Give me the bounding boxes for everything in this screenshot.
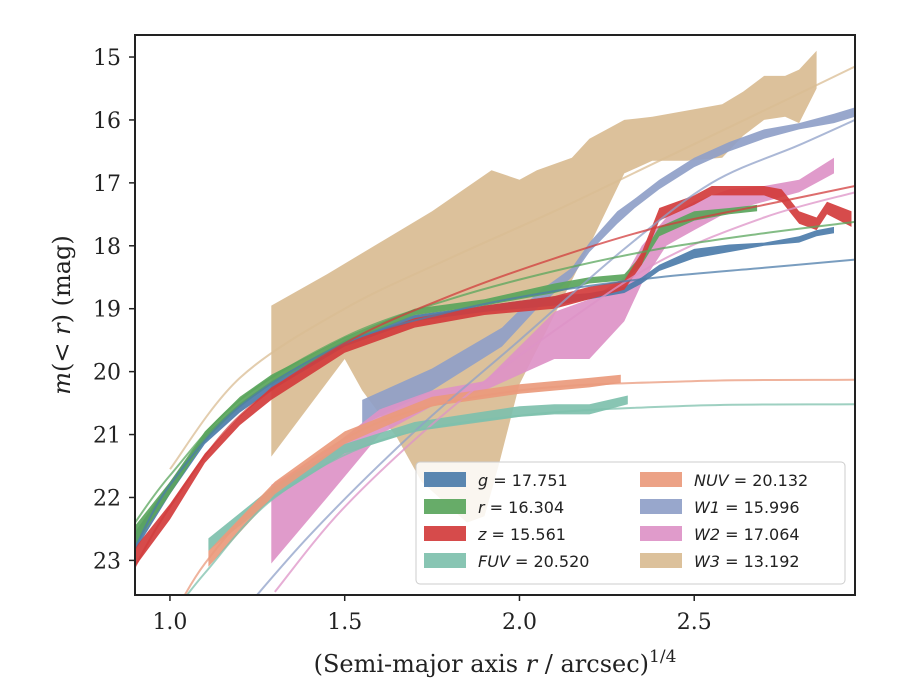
y-axis-label-m: m [48, 372, 76, 395]
legend-swatch-nuv [640, 472, 682, 487]
x-tick-label: 1.0 [152, 610, 187, 635]
legend-entry-z: z = 15.561 [477, 525, 566, 544]
y-axis-label-unit: (mag) [48, 235, 76, 314]
series-band-nuv [208, 374, 621, 567]
legend-frame [415, 461, 846, 585]
y-axis-label-open: ( [48, 363, 76, 372]
legend: g = 17.751 r = 16.304 z = 15.561 FUV = 20.5… [415, 461, 846, 585]
y-tick-label: 15 [93, 46, 121, 71]
series-model-g [135, 258, 855, 549]
y-tick-label: 21 [93, 424, 121, 449]
series-band-w1 [362, 107, 855, 426]
series-model-nuv [183, 378, 855, 595]
series-model-w2 [274, 191, 855, 593]
plot-data-layer [135, 50, 855, 595]
legend-swatch-w1 [640, 499, 682, 514]
x-axis-label-pre: (Semi-major axis [314, 650, 526, 678]
legend-entry-g: g = 17.751 [478, 471, 568, 490]
y-tick-label: 22 [93, 486, 121, 511]
y-axis-label-lt: < [48, 335, 76, 363]
legend-entry-fuv: FUV = 20.520 [478, 552, 589, 571]
legend-swatch-fuv [424, 553, 466, 568]
y-tick-label: 18 [93, 235, 121, 260]
legend-entry-w3: W3 = 13.192 [694, 552, 800, 571]
series-model-z [135, 185, 855, 568]
legend-entry-w2: W2 = 17.064 [694, 525, 800, 544]
y-tick-label: 19 [93, 298, 121, 323]
legend-entry-nuv: NUV = 20.132 [694, 471, 808, 490]
y-axis-label: m(< r) (mag) [48, 235, 76, 395]
axis-ticks: 1.0 1.5 2.0 2.5 15 16 17 18 19 20 21 22 23 [93, 46, 712, 635]
y-tick-label: 23 [93, 549, 121, 574]
x-tick-label: 2.0 [502, 610, 537, 635]
legend-swatch-w2 [640, 526, 682, 541]
series-model-r [135, 220, 855, 524]
x-tick-label: 2.5 [677, 610, 712, 635]
y-axis-label-r: r [48, 322, 76, 335]
x-axis-label-exponent: 1/4 [649, 647, 676, 667]
x-tick-label: 1.5 [327, 610, 362, 635]
x-axis-label-var: r [526, 650, 539, 678]
legend-swatch-w3 [640, 553, 682, 568]
legend-swatch-z [424, 526, 466, 541]
series-model-w1 [255, 118, 855, 595]
y-tick-label: 17 [93, 172, 121, 197]
series-model-w3 [169, 65, 855, 470]
x-axis-label: (Semi-major axis r / arcsec)1/4 [314, 647, 677, 678]
legend-entry-w1: W1 = 15.996 [694, 498, 800, 517]
y-tick-label: 16 [93, 109, 121, 134]
legend-entry-r: r = 16.304 [478, 498, 564, 517]
legend-swatch-g [424, 472, 466, 487]
y-tick-label: 20 [93, 361, 121, 386]
series-model-fuv [185, 403, 855, 595]
plot-frame [134, 34, 856, 596]
x-axis-label-post: / arcsec) [537, 650, 649, 678]
legend-swatch-r [424, 499, 466, 514]
y-axis-label-close: ) [48, 314, 76, 323]
